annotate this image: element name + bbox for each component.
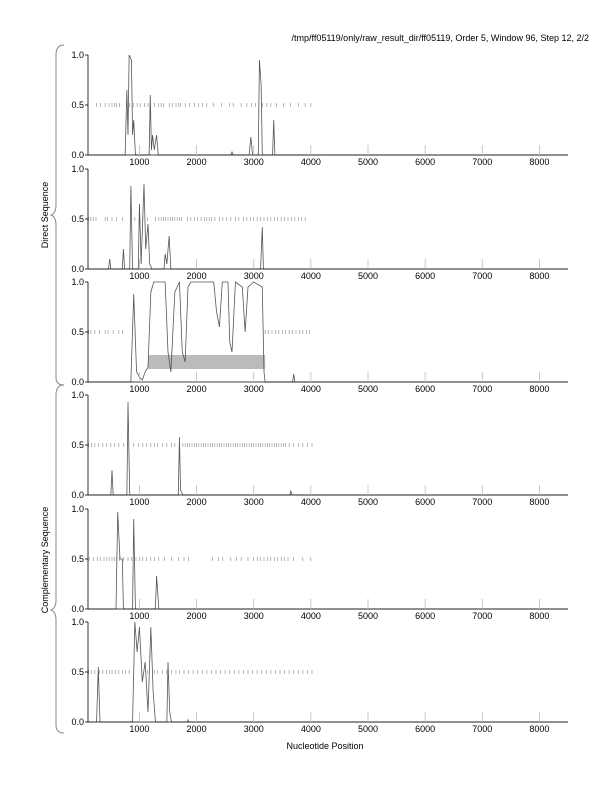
x-tick-label: 7000 xyxy=(472,157,492,167)
chart-title: /tmp/ff05119/only/raw_result_dir/ff05119… xyxy=(291,33,589,43)
x-tick-label: 4000 xyxy=(301,384,321,394)
x-tick-label: 1000 xyxy=(129,271,149,281)
x-tick-label: 7000 xyxy=(472,724,492,734)
x-tick-label: 1000 xyxy=(129,611,149,621)
x-tick-label: 3000 xyxy=(244,271,264,281)
panel-4: 0.0 0.5 1.0 1000 2000 3000 4000 5000 6000 7000 800… xyxy=(71,390,568,507)
panels: 0.0 0.5 1.0 1000 2000 3000 4000 5000 6000 7000 800… xyxy=(71,50,568,734)
x-tick-label: 2000 xyxy=(187,724,207,734)
x-tick-label: 4000 xyxy=(301,611,321,621)
y-tick-label: 0.5 xyxy=(71,554,84,564)
x-tick-label: 4000 xyxy=(301,271,321,281)
x-tick-label: 5000 xyxy=(358,724,378,734)
x-tick-label: 8000 xyxy=(529,157,549,167)
y-tick-label: 0.0 xyxy=(71,150,84,160)
x-tick-label: 2000 xyxy=(187,271,207,281)
x-tick-label: 7000 xyxy=(472,611,492,621)
x-tick-label: 8000 xyxy=(529,724,549,734)
y-tick-label: 0.5 xyxy=(71,327,84,337)
x-tick-label: 4000 xyxy=(301,157,321,167)
y-tick-label: 1.0 xyxy=(71,277,84,287)
x-tick-label: 6000 xyxy=(415,611,435,621)
panel-3: 0.0 0.5 1.0 1000 2000 3000 4000 5000 6000 7000 800… xyxy=(71,277,568,394)
x-tick-label: 5000 xyxy=(358,384,378,394)
x-tick-label: 5000 xyxy=(358,157,378,167)
probability-line xyxy=(88,183,568,270)
x-tick-label: 3000 xyxy=(244,724,264,734)
panel-1: 0.0 0.5 1.0 1000 2000 3000 4000 5000 6000 7000 800… xyxy=(71,50,568,167)
x-tick-label: 6000 xyxy=(415,271,435,281)
x-tick-label: 3000 xyxy=(244,157,264,167)
probability-line xyxy=(88,281,568,383)
y-tick-label: 0.0 xyxy=(71,377,84,387)
x-tick-label: 4000 xyxy=(301,724,321,734)
y-tick-label: 1.0 xyxy=(71,390,84,400)
complementary-sequence-label: Complementary Sequence xyxy=(40,507,50,614)
x-tick-label: 1000 xyxy=(129,384,149,394)
x-tick-label: 1000 xyxy=(129,157,149,167)
x-tick-label: 2000 xyxy=(187,497,207,507)
panel-6: 0.0 0.5 1.0 1000 2000 3000 4000 5000 6000 7000 800… xyxy=(71,617,568,734)
probability-line xyxy=(88,401,568,496)
probability-line xyxy=(88,511,568,610)
y-tick-label: 0.0 xyxy=(71,717,84,727)
panel-5: 0.0 0.5 1.0 1000 2000 3000 4000 5000 6000 7000 800… xyxy=(71,504,568,621)
y-tick-label: 0.0 xyxy=(71,264,84,274)
x-tick-label: 5000 xyxy=(358,611,378,621)
x-tick-label: 8000 xyxy=(529,384,549,394)
x-tick-label: 6000 xyxy=(415,384,435,394)
x-tick-label: 8000 xyxy=(529,271,549,281)
x-tick-label: 3000 xyxy=(244,497,264,507)
panel-2: 0.0 0.5 1.0 1000 2000 3000 4000 5000 6000 7000 800… xyxy=(71,164,568,281)
y-tick-label: 0.0 xyxy=(71,490,84,500)
probability-line xyxy=(88,621,568,723)
y-tick-label: 1.0 xyxy=(71,164,84,174)
x-tick-label: 2000 xyxy=(187,384,207,394)
complementary-brace xyxy=(49,384,65,734)
y-tick-label: 1.0 xyxy=(71,617,84,627)
highlight-region xyxy=(148,355,266,369)
y-tick-label: 0.5 xyxy=(71,440,84,450)
x-axis-label: Nucleotide Position xyxy=(286,741,363,751)
x-tick-label: 8000 xyxy=(529,497,549,507)
x-tick-label: 5000 xyxy=(358,271,378,281)
x-tick-label: 1000 xyxy=(129,497,149,507)
x-tick-label: 6000 xyxy=(415,157,435,167)
x-tick-label: 4000 xyxy=(301,497,321,507)
y-tick-label: 1.0 xyxy=(71,504,84,514)
x-tick-label: 7000 xyxy=(472,497,492,507)
y-tick-label: 0.0 xyxy=(71,604,84,614)
probability-line xyxy=(88,54,568,156)
y-tick-label: 0.5 xyxy=(71,667,84,677)
x-tick-label: 3000 xyxy=(244,384,264,394)
x-tick-label: 7000 xyxy=(472,271,492,281)
y-tick-label: 0.5 xyxy=(71,214,84,224)
y-tick-label: 1.0 xyxy=(71,50,84,60)
x-tick-label: 6000 xyxy=(415,724,435,734)
x-tick-label: 2000 xyxy=(187,611,207,621)
x-tick-label: 7000 xyxy=(472,384,492,394)
x-tick-label: 8000 xyxy=(529,611,549,621)
direct-sequence-label: Direct Sequence xyxy=(40,182,50,249)
x-tick-label: 6000 xyxy=(415,497,435,507)
x-tick-label: 5000 xyxy=(358,497,378,507)
x-tick-label: 2000 xyxy=(187,157,207,167)
x-tick-label: 1000 xyxy=(129,724,149,734)
y-tick-label: 0.5 xyxy=(71,100,84,110)
direct-brace xyxy=(49,44,65,386)
x-tick-label: 3000 xyxy=(244,611,264,621)
